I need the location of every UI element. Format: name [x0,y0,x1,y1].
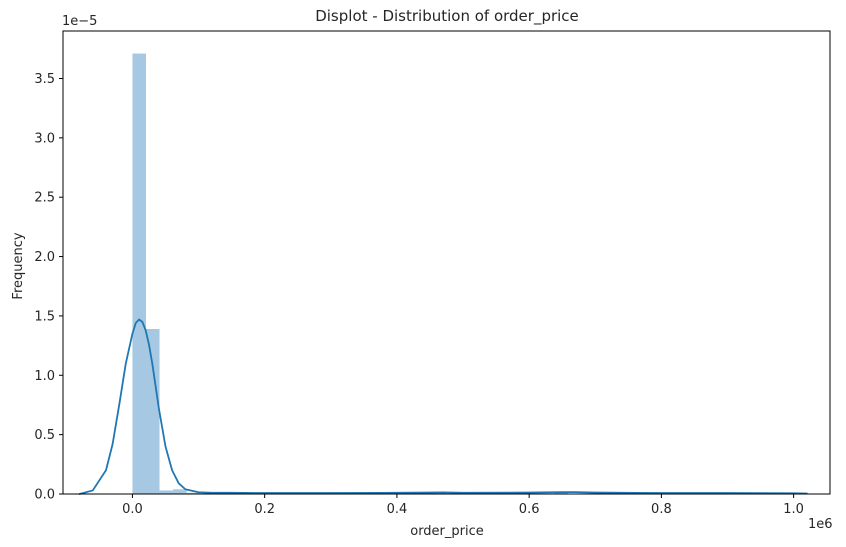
x-axis-label: order_price [410,524,484,539]
y-axis-label: Frequency [11,232,26,299]
x-tick-label-5: 1.0 [783,502,804,517]
x-tick-label-4: 0.8 [651,502,672,517]
histogram-bar-7 [554,492,568,494]
histogram-bar-4 [186,492,201,494]
x-tick-label-1: 0.2 [254,502,275,517]
histogram-bar-1 [145,328,160,494]
y-tick-label-0: 0.0 [34,488,55,503]
x-offset-text: 1e6 [808,517,833,532]
histogram-bar-0 [132,53,146,495]
x-tick-label-3: 0.6 [519,502,540,517]
plot-area: 0.0 0.2 0.4 0.6 0.8 1.0 0.0 0.5 1.0 1.5 2.0 2.5 3.0 3… [34,30,831,517]
y-tick-label-2: 1.0 [34,369,55,384]
histogram-bar-2 [159,490,174,494]
y-tick-label-6: 3.0 [34,131,55,146]
histogram-bar-3 [173,489,187,494]
x-tick-label-0: 0.0 [122,502,143,517]
kde-line [78,318,808,495]
y-tick-label-7: 3.5 [34,72,55,87]
x-tick-label-2: 0.4 [387,502,408,517]
y-tick-label-1: 0.5 [34,428,55,443]
y-tick-label-4: 2.0 [34,250,55,265]
y-tick-label-5: 2.5 [34,191,55,206]
axes-frame [62,30,831,495]
y-offset-text: 1e−5 [62,14,97,29]
y-tick-label-3: 1.5 [34,309,55,324]
chart-title: Displot - Distribution of order_price [315,7,579,26]
